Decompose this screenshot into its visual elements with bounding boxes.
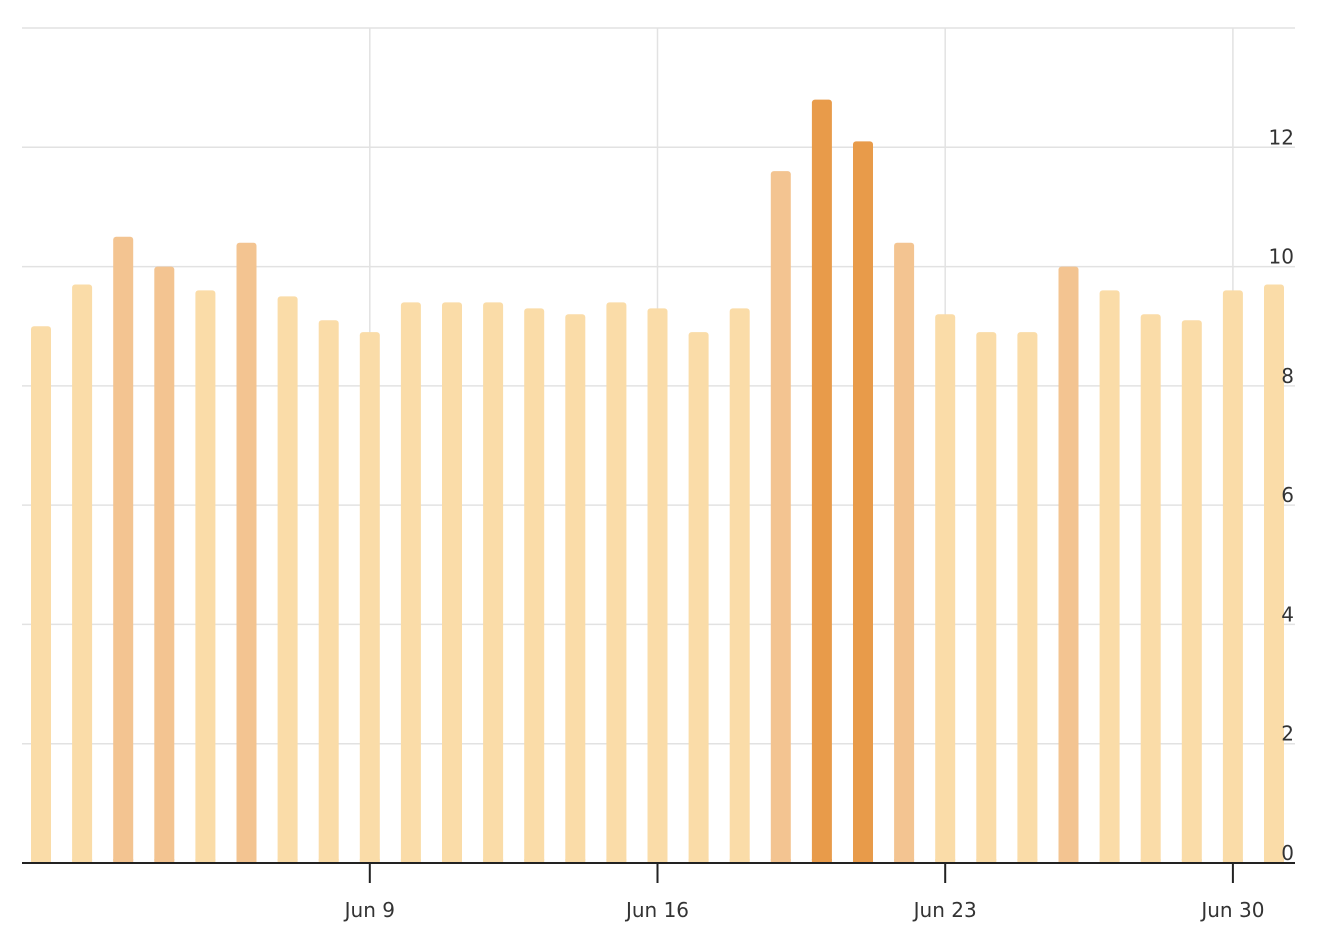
y-tick-label: 6 xyxy=(1281,483,1294,507)
bar-base-2024-06-12 xyxy=(483,859,504,863)
bar-base-2024-06-17 xyxy=(688,859,709,863)
y-tick-label: 12 xyxy=(1269,125,1294,149)
y-tick-label: 2 xyxy=(1281,722,1294,746)
bar-base-2024-06-21 xyxy=(853,859,873,863)
bar-2024-06-01 xyxy=(31,326,51,863)
bar-2024-06-23 xyxy=(935,314,956,863)
bar-2024-06-17 xyxy=(688,332,709,863)
bar-2024-06-26 xyxy=(1058,266,1079,864)
bar-base-2024-06-01 xyxy=(31,859,51,863)
bar-base-2024-06-20 xyxy=(811,859,832,863)
x-tick-label: Jun 23 xyxy=(912,898,977,922)
bar-base-2024-06-16 xyxy=(647,859,668,863)
x-axis xyxy=(22,862,1295,883)
bar-base-2024-06-30 xyxy=(1222,859,1243,863)
bar-2024-06-08 xyxy=(318,320,339,863)
bar-base-2024-06-04 xyxy=(154,859,175,863)
bar-2024-06-10 xyxy=(400,302,421,863)
bar-base-2024-06-24 xyxy=(976,859,997,863)
bar-2024-06-14 xyxy=(565,314,586,863)
y-tick-label: 10 xyxy=(1269,245,1294,269)
bar-2024-06-12 xyxy=(483,302,504,863)
bar-base-2024-07-01 xyxy=(1264,859,1284,863)
bar-base-2024-06-09 xyxy=(359,859,380,863)
bar-2024-06-27 xyxy=(1099,290,1120,863)
bar-2024-06-15 xyxy=(606,302,627,863)
bar-base-2024-06-10 xyxy=(400,859,421,863)
bar-2024-07-01 xyxy=(1264,284,1284,863)
bar-2024-06-13 xyxy=(524,308,545,864)
bar-base-2024-06-11 xyxy=(442,859,462,863)
bar-base-2024-06-28 xyxy=(1140,859,1161,863)
y-axis: 0 2 4 6 8 10 12 xyxy=(1269,125,1294,865)
bar-base-2024-06-14 xyxy=(565,859,586,863)
bar-2024-06-04 xyxy=(154,266,175,864)
bar-base-2024-06-23 xyxy=(935,859,956,863)
bars xyxy=(31,99,1284,864)
y-tick-label: 8 xyxy=(1281,364,1294,388)
bar-base-2024-06-05 xyxy=(195,859,216,863)
bar-2024-06-19 xyxy=(770,171,791,864)
bar-base-2024-06-27 xyxy=(1099,859,1120,863)
x-tick-label: Jun 9 xyxy=(343,898,395,922)
bar-base-2024-06-15 xyxy=(606,859,627,863)
bar-base-2024-06-08 xyxy=(318,859,339,863)
bar-2024-06-11 xyxy=(442,302,462,863)
bar-base-2024-06-26 xyxy=(1058,859,1079,863)
bar-2024-06-05 xyxy=(195,290,216,863)
y-tick-label: 0 xyxy=(1281,841,1294,865)
bar-base-2024-06-19 xyxy=(770,859,791,863)
bar-2024-06-29 xyxy=(1181,320,1202,863)
bar-2024-06-28 xyxy=(1140,314,1161,863)
bar-2024-06-24 xyxy=(976,332,997,863)
bar-2024-06-02 xyxy=(72,284,93,863)
bar-2024-06-06 xyxy=(236,242,257,863)
bar-base-2024-06-06 xyxy=(236,859,257,863)
x-tick-label: Jun 30 xyxy=(1199,898,1264,922)
bar-base-2024-06-02 xyxy=(72,859,93,863)
bar-base-2024-06-29 xyxy=(1181,859,1202,863)
bar-2024-06-20 xyxy=(811,99,832,864)
bar-base-2024-06-18 xyxy=(729,859,750,863)
bar-2024-06-09 xyxy=(359,332,380,863)
bar-2024-06-18 xyxy=(729,308,750,864)
bar-base-2024-06-07 xyxy=(277,859,298,863)
bar-base-2024-06-25 xyxy=(1017,859,1038,863)
bar-base-2024-06-13 xyxy=(524,859,545,863)
bar-base-2024-06-22 xyxy=(894,859,915,863)
bar-2024-06-16 xyxy=(647,308,668,864)
bar-2024-06-22 xyxy=(894,242,915,863)
x-tick-label: Jun 16 xyxy=(624,898,689,922)
bar-2024-06-30 xyxy=(1222,290,1243,863)
bar-2024-06-07 xyxy=(277,296,298,864)
y-tick-label: 4 xyxy=(1281,602,1294,626)
bar-2024-06-25 xyxy=(1017,332,1038,863)
x-tick-labels: Jun 9 Jun 16 Jun 23 Jun 30 xyxy=(343,898,1265,922)
bar-2024-06-21 xyxy=(853,141,873,864)
bar-2024-06-03 xyxy=(113,236,134,863)
bar-base-2024-06-03 xyxy=(113,859,134,863)
